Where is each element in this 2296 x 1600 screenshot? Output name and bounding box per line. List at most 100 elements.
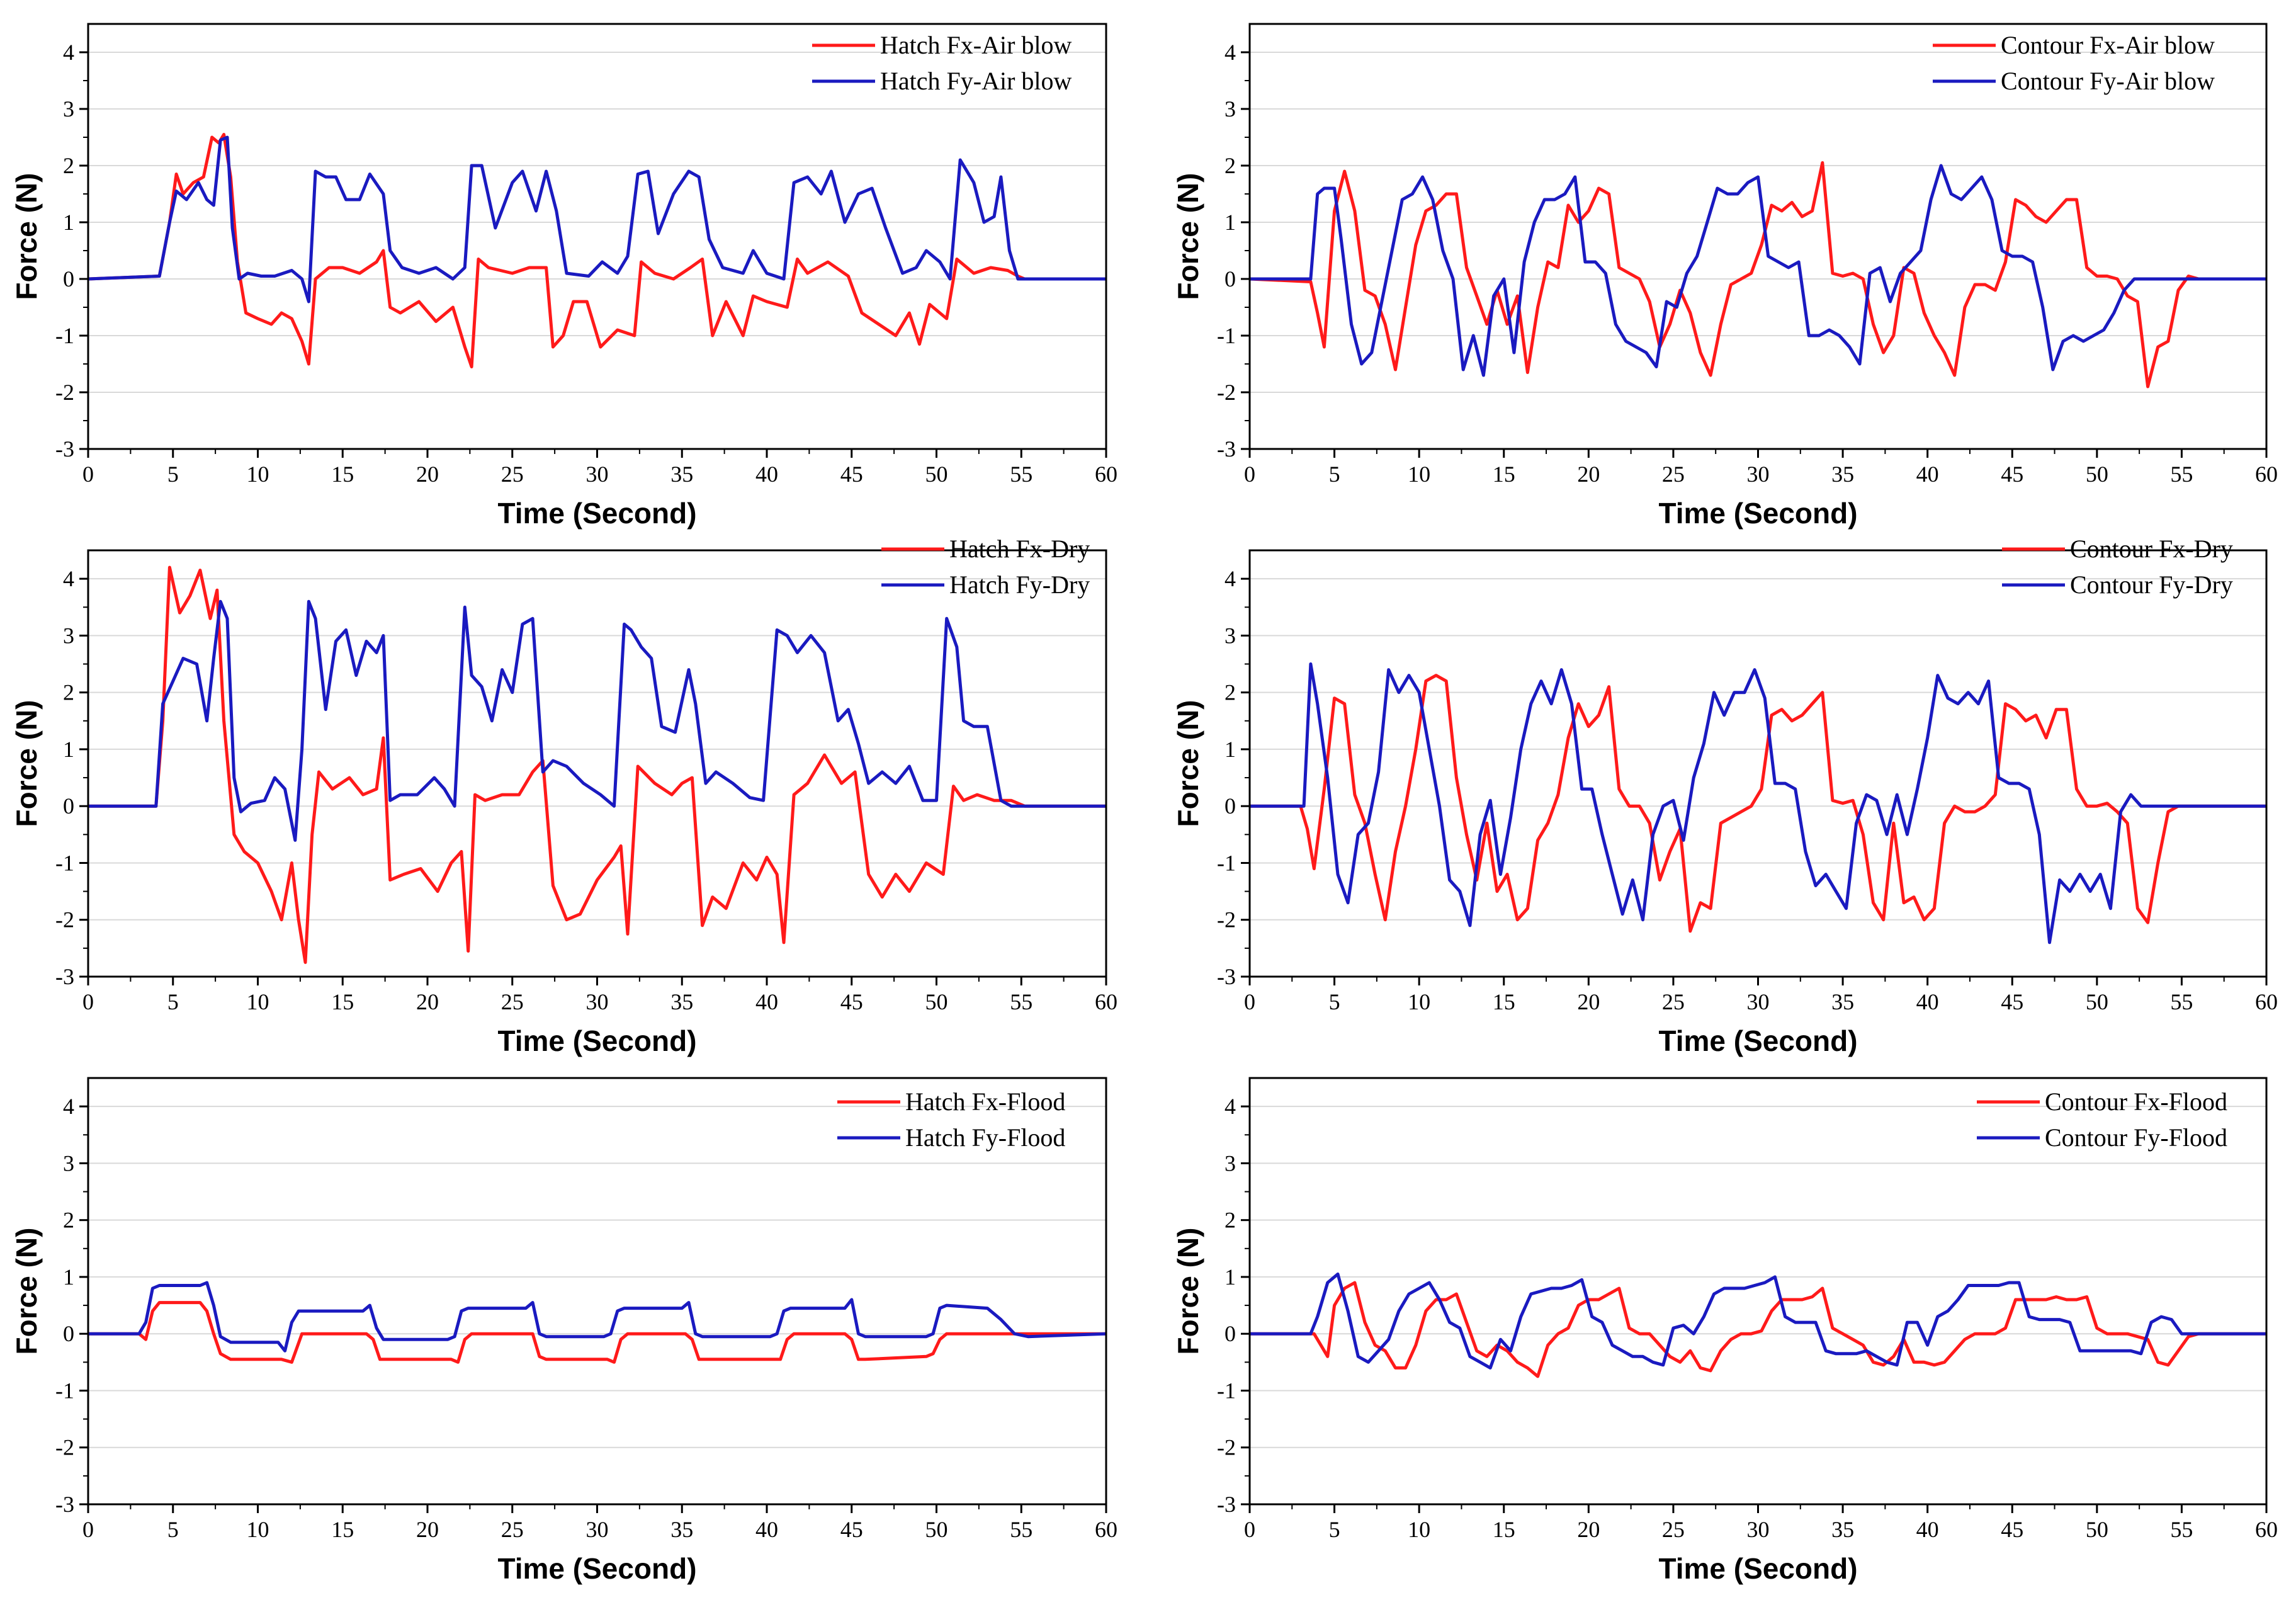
- x-axis-title: Time (Second): [1658, 1024, 1857, 1057]
- x-tick-label: 0: [82, 462, 94, 487]
- x-tick-label: 0: [82, 989, 94, 1014]
- series-line-fx: [1249, 161, 2266, 389]
- x-tick-label: 35: [670, 1517, 693, 1542]
- x-tick-label: 40: [755, 462, 778, 487]
- legend: Hatch Fx-Air blow Hatch Fy-Air blow: [812, 31, 1072, 95]
- x-tick-label: 35: [1831, 1517, 1854, 1542]
- series-line-fy: [1250, 164, 2266, 377]
- x-tick-label: 10: [247, 1517, 269, 1542]
- y-tick-label: 4: [63, 40, 74, 65]
- legend: Contour Fx-Air blow Contour Fy-Air blow: [1933, 31, 2215, 95]
- legend: Hatch Fx-Flood Hatch Fy-Flood: [837, 1087, 1065, 1152]
- x-tick-label: 55: [2170, 989, 2193, 1014]
- y-tick-label: 0: [63, 793, 74, 819]
- x-tick-label: 60: [1095, 1517, 1117, 1542]
- y-tick-label: 2: [1224, 680, 1236, 705]
- x-tick-label: 45: [2001, 1517, 2023, 1542]
- x-tick-label: 20: [1577, 462, 1600, 487]
- x-tick-label: 5: [1329, 462, 1340, 487]
- x-tick-label: 20: [1577, 989, 1600, 1014]
- x-tick-label: 0: [1244, 1517, 1255, 1542]
- x-tick-label: 15: [1493, 1517, 1515, 1542]
- legend-label: Hatch Fy-Air blow: [880, 67, 1072, 95]
- x-axis-title: Time (Second): [497, 1552, 696, 1585]
- y-tick-label: 1: [1224, 1264, 1236, 1290]
- y-tick-label: 0: [1224, 266, 1236, 292]
- legend-label: Contour Fy-Air blow: [2001, 67, 2215, 95]
- y-axis-title: Force (N): [10, 173, 43, 300]
- x-tick-label: 40: [1916, 462, 1939, 487]
- y-tick-label: -3: [1217, 1492, 1236, 1517]
- y-tick-label: 2: [63, 1208, 74, 1233]
- x-tick-label: 15: [331, 462, 354, 487]
- x-tick-label: 60: [1095, 462, 1117, 487]
- x-tick-label: 35: [670, 462, 693, 487]
- x-tick-label: 55: [1010, 1517, 1032, 1542]
- plot-frame: [87, 549, 1107, 978]
- x-tick-label: 30: [586, 462, 609, 487]
- x-axis-title: Time (Second): [1658, 497, 1857, 530]
- y-tick-label: -1: [1217, 850, 1236, 875]
- x-tick-label: 10: [247, 462, 269, 487]
- series-line-fx: [1250, 1281, 2266, 1378]
- x-tick-label: 30: [586, 989, 609, 1014]
- x-tick-label: 35: [670, 989, 693, 1014]
- x-tick-label: 60: [2255, 462, 2278, 487]
- x-tick-label: 45: [840, 1517, 863, 1542]
- x-tick-label: 55: [1010, 989, 1032, 1014]
- x-tick-label: 25: [501, 1517, 524, 1542]
- y-tick-label: 1: [1224, 210, 1236, 235]
- series-line-fx: [1250, 674, 2266, 933]
- x-tick-label: 5: [167, 1517, 179, 1542]
- x-tick-label: 5: [1329, 1517, 1340, 1542]
- series-line-fy: [1250, 1272, 2266, 1370]
- y-tick-label: -2: [1217, 907, 1236, 933]
- x-tick-label: 30: [586, 1517, 609, 1542]
- y-tick-label: -2: [55, 380, 74, 405]
- series-line-fy: [88, 1281, 1107, 1353]
- x-tick-label: 15: [331, 1517, 354, 1542]
- y-tick-label: 4: [1224, 566, 1236, 591]
- x-tick-label: 45: [840, 462, 863, 487]
- legend: Hatch Fx-Dry Hatch Fy-Dry: [881, 535, 1090, 599]
- x-tick-label: 25: [1662, 989, 1685, 1014]
- y-tick-label: -1: [1217, 323, 1236, 348]
- y-tick-label: 2: [1224, 153, 1236, 178]
- y-tick-label: 1: [63, 1264, 74, 1290]
- y-tick-label: -1: [55, 1378, 74, 1403]
- y-tick-label: 3: [63, 96, 74, 122]
- x-tick-label: 40: [755, 989, 778, 1014]
- x-tick-label: 45: [840, 989, 863, 1014]
- x-tick-label: 30: [1747, 989, 1770, 1014]
- legend-label: Contour Fx-Dry: [2070, 535, 2233, 563]
- legend-label: Contour Fx-Flood: [2045, 1087, 2227, 1116]
- x-tick-label: 30: [1747, 462, 1770, 487]
- y-tick-label: 2: [1224, 1208, 1236, 1233]
- x-tick-label: 25: [1662, 1517, 1685, 1542]
- x-tick-label: 5: [1329, 989, 1340, 1014]
- x-tick-label: 25: [501, 989, 524, 1014]
- y-tick-label: 1: [63, 737, 74, 762]
- legend-label: Contour Fx-Air blow: [2001, 31, 2215, 59]
- series-line-fy: [88, 599, 1106, 842]
- y-tick-label: -3: [55, 436, 74, 462]
- x-tick-label: 15: [1493, 462, 1515, 487]
- y-tick-label: -2: [55, 907, 74, 933]
- series-line-fx: [88, 1301, 1106, 1364]
- y-tick-label: -2: [1217, 1435, 1236, 1460]
- x-tick-label: 50: [925, 989, 948, 1014]
- legend-label: Hatch Fy-Flood: [905, 1123, 1065, 1152]
- series-line-fy: [1250, 662, 2266, 945]
- x-tick-label: 10: [247, 989, 269, 1014]
- y-tick-label: 0: [63, 266, 74, 292]
- y-tick-label: 0: [63, 1321, 74, 1346]
- series-line-fy: [88, 135, 1106, 304]
- series-line-fx: [88, 565, 1106, 964]
- y-tick-label: 2: [63, 680, 74, 705]
- x-tick-label: 0: [1244, 462, 1255, 487]
- x-axis-title: Time (Second): [497, 1024, 696, 1057]
- y-tick-label: 3: [1224, 96, 1236, 122]
- y-tick-label: -3: [55, 964, 74, 989]
